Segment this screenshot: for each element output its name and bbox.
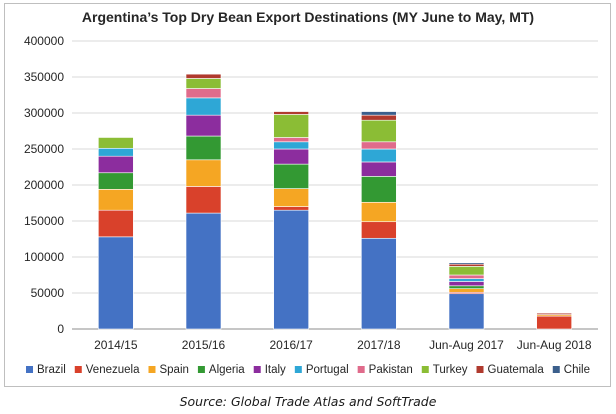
x-tick-label: 2015/16 — [182, 338, 226, 352]
bar-segment-turkey — [273, 114, 309, 138]
bar-segment-brazil — [273, 209, 309, 330]
bar-segment-algeria — [273, 163, 309, 189]
bar-segment-guatemala — [536, 312, 572, 315]
bar-segment-pakistan — [448, 274, 485, 279]
bar-segment-brazil — [448, 293, 485, 330]
legend-label: Brazil — [37, 364, 66, 376]
legend-swatch — [253, 366, 261, 373]
bar-segment-algeria — [448, 285, 485, 289]
bar-segment-turkey — [361, 119, 397, 143]
legend-label: Spain — [159, 364, 188, 376]
bar-segment-italy — [273, 148, 309, 165]
bar-segment-pakistan — [185, 88, 222, 99]
bar-segment-spain — [98, 189, 134, 211]
legend-label: Guatemala — [488, 364, 545, 376]
legend-swatch — [294, 366, 302, 373]
bar-segment-portugal — [448, 278, 485, 282]
bar-segment-pakistan — [361, 141, 397, 150]
axes: 0 50000 100000 150000 200000 250000 300000 3500… — [24, 34, 598, 352]
bar-segment-brazil — [361, 237, 397, 330]
x-tick-label: Jun-Aug 2018 — [517, 338, 592, 352]
bar-segment-turkey — [185, 78, 222, 89]
legend-swatch — [74, 366, 82, 373]
bar-segment-italy — [98, 155, 134, 174]
legend-label: Portugal — [306, 364, 349, 376]
bar-segment-venezuela — [361, 221, 397, 239]
bar-segment-portugal — [361, 148, 397, 163]
bar-segment-portugal — [185, 97, 222, 116]
bar-segment-brazil — [98, 236, 134, 330]
legend-swatch — [148, 366, 156, 373]
y-tick-label: 350000 — [24, 70, 64, 84]
legend-swatch — [421, 366, 429, 373]
bar-segment-spain — [361, 201, 397, 223]
x-tick-label: 2017/18 — [357, 338, 401, 352]
bar-segment-venezuela — [273, 206, 309, 211]
bar-segment-guatemala — [273, 111, 309, 115]
x-tick-label: 2016/17 — [269, 338, 313, 352]
x-tick-label: 2014/15 — [94, 338, 138, 352]
legend-swatch — [26, 366, 34, 373]
legend-label: Chile — [564, 364, 590, 376]
source-note: Source: Global Trade Atlas and SoftTrade — [180, 394, 437, 409]
bar-segment-italy — [448, 281, 485, 287]
bar-segment-portugal — [98, 147, 134, 157]
chart-title: Argentina’s Top Dry Bean Export Destinat… — [82, 9, 534, 25]
legend-swatch — [552, 366, 560, 373]
y-tick-label: 0 — [57, 322, 64, 336]
legend-swatch — [357, 366, 365, 373]
legend-label: Italy — [265, 364, 286, 376]
bar-segment-turkey — [98, 137, 134, 149]
bar-segment-venezuela — [536, 315, 572, 330]
bar-segment-guatemala — [185, 73, 222, 79]
bar-segment-algeria — [361, 176, 397, 203]
bar-segment-italy — [361, 161, 397, 177]
bar-segment-brazil — [185, 212, 222, 330]
x-tick-label: Jun-Aug 2017 — [429, 338, 504, 352]
bar-segment-spain — [185, 159, 222, 187]
y-tick-label: 200000 — [24, 178, 64, 192]
legend-label: Algeria — [209, 364, 245, 376]
legend: Brazil Venezuela Spain Algeria Italy Portugal… — [26, 364, 590, 376]
bar-segment-chile — [361, 111, 397, 116]
y-tick-label: 300000 — [24, 106, 64, 120]
gridlines — [72, 40, 598, 294]
legend-label: Turkey — [433, 364, 468, 376]
bar-segment-spain — [448, 288, 485, 293]
y-tick-label: 400000 — [24, 34, 64, 48]
bar-segment-venezuela — [185, 186, 222, 214]
bar-segment-portugal — [273, 141, 309, 150]
legend-swatch — [197, 366, 205, 373]
bar-segment-algeria — [98, 172, 134, 190]
bar-segment-chile — [448, 262, 485, 265]
y-tick-label: 50000 — [31, 286, 65, 300]
y-tick-label: 150000 — [24, 214, 64, 228]
bar-segment-italy — [185, 114, 222, 137]
bar-segment-algeria — [185, 135, 222, 161]
y-tick-label: 100000 — [24, 250, 64, 264]
legend-label: Venezuela — [86, 364, 140, 376]
bar-segment-guatemala — [361, 114, 397, 121]
y-tick-label: 250000 — [24, 142, 64, 156]
bar-segment-pakistan — [273, 137, 309, 143]
bar-segment-spain — [273, 188, 309, 207]
legend-swatch — [476, 366, 484, 373]
bars — [98, 73, 572, 330]
bar-segment-venezuela — [98, 209, 134, 238]
bar-segment-turkey — [448, 266, 485, 276]
legend-label: Pakistan — [369, 364, 413, 376]
bar-segment-guatemala — [448, 263, 485, 267]
